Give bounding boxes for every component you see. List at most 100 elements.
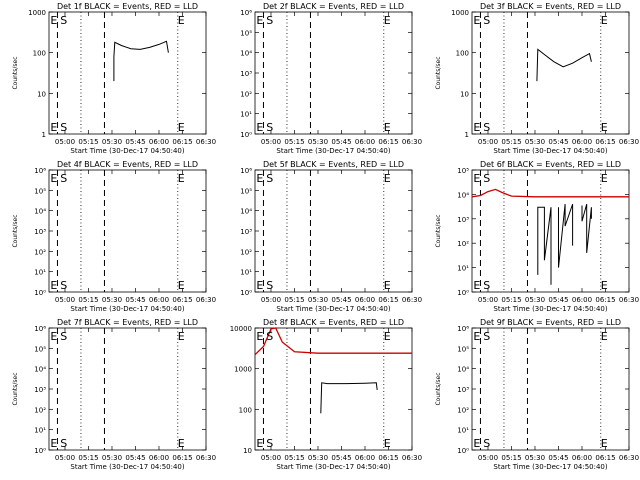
y-tick-label: 10⁶: [240, 9, 252, 17]
x-tick-label: 05:30: [102, 138, 122, 146]
series-line: [471, 188, 629, 198]
y-tick-label: 10²: [34, 248, 46, 256]
plot-frame: [254, 11, 413, 135]
y-tick-label: 10⁵: [240, 29, 252, 37]
event-marker-s: S: [483, 172, 490, 185]
x-tick-label: 05:15: [501, 454, 521, 462]
y-tick-label: 10⁵: [34, 187, 46, 195]
event-marker-s: S: [483, 14, 490, 27]
y-axis-label: Counts/sec: [435, 56, 442, 89]
y-tick-label: 10⁰: [34, 289, 46, 297]
event-marker-e: E: [384, 121, 391, 134]
series-line: [113, 40, 169, 82]
chart-title: Det 1f BLACK = Events, RED = LLD: [57, 2, 198, 11]
y-tick-label: 10²: [457, 240, 469, 248]
y-tick-label: 10²: [240, 90, 252, 98]
series-line: [537, 206, 552, 285]
y-tick-label: 10²: [457, 406, 469, 414]
x-tick-label: 06:15: [378, 296, 398, 304]
y-tick-label: 10⁶: [457, 325, 469, 333]
x-tick-label: 05:15: [501, 138, 521, 146]
series-line: [558, 203, 574, 268]
event-marker-e: E: [50, 14, 57, 27]
event-marker-s: S: [60, 172, 67, 185]
chart-panel: Det 9f BLACK = Events, RED = LLD 10⁶ 10⁵ 10…: [435, 318, 639, 471]
event-marker-s: S: [266, 121, 273, 134]
x-tick-label: 05:00: [55, 454, 75, 462]
event-marker-e: E: [601, 172, 608, 185]
x-tick-label: 06:30: [619, 296, 639, 304]
y-axis-label: Counts/sec: [435, 372, 442, 405]
chart-panel: Det 6f BLACK = Events, RED = LLD 10⁵ 10⁴ 10…: [435, 160, 639, 313]
event-marker-e: E: [178, 172, 185, 185]
y-axis-label: Counts/sec: [435, 214, 442, 247]
y-tick-label: 10¹: [240, 269, 252, 277]
y-tick-label: 10⁶: [240, 167, 252, 175]
y-tick-label: 10³: [240, 70, 252, 78]
x-tick-label: 05:30: [308, 138, 328, 146]
x-tick-label: 05:30: [308, 454, 328, 462]
event-marker-s: S: [266, 172, 273, 185]
x-tick-label: 06:00: [572, 454, 592, 462]
y-tick-label: 10¹: [240, 111, 252, 119]
chart-title: Det 6f BLACK = Events, RED = LLD: [480, 160, 621, 169]
event-marker-e: E: [50, 172, 57, 185]
x-tick-label: 06:15: [172, 454, 192, 462]
y-tick-label: 10⁶: [34, 325, 46, 333]
event-marker-e: E: [473, 14, 480, 27]
x-axis-label: Start Time (30-Dec-17 04:50:40): [70, 147, 184, 155]
event-marker-s: S: [483, 437, 490, 450]
x-tick-label: 06:30: [402, 454, 422, 462]
chart-panel: Det 4f BLACK = Events, RED = LLD 10⁶ 10⁵ 10…: [12, 160, 216, 313]
x-tick-label: 05:15: [284, 296, 304, 304]
x-axis-label: Start Time (30-Dec-17 04:50:40): [493, 463, 607, 471]
x-tick-label: 06:00: [572, 138, 592, 146]
y-tick-label: 10⁴: [34, 366, 46, 374]
plot-frame: [48, 11, 207, 135]
series-line: [536, 48, 592, 82]
y-tick-label: 10⁵: [457, 345, 469, 353]
plot-frame: [48, 169, 207, 293]
event-marker-e: E: [256, 14, 263, 27]
event-marker-e: E: [178, 330, 185, 343]
event-marker-e: E: [473, 330, 480, 343]
y-tick-label: 1: [42, 131, 46, 139]
plot-frame: [48, 327, 207, 451]
x-tick-label: 06:15: [595, 296, 615, 304]
y-tick-label: 10: [460, 90, 469, 98]
plot-frame: [254, 327, 413, 451]
x-tick-label: 06:00: [149, 296, 169, 304]
x-tick-label: 05:15: [284, 138, 304, 146]
y-tick-label: 10³: [240, 228, 252, 236]
x-tick-label: 06:30: [196, 296, 216, 304]
chart-panel: Det 1f BLACK = Events, RED = LLD 1000 100 1…: [12, 2, 216, 155]
event-marker-e: E: [601, 121, 608, 134]
chart-title: Det 3f BLACK = Events, RED = LLD: [480, 2, 621, 11]
y-tick-label: 10000: [230, 325, 252, 333]
event-marker-e: E: [384, 14, 391, 27]
x-axis-label: Start Time (30-Dec-17 04:50:40): [276, 147, 390, 155]
x-tick-label: 05:15: [78, 138, 98, 146]
x-tick-label: 05:00: [478, 296, 498, 304]
chart-panel: Det 8f BLACK = Events, RED = LLD10000100…: [230, 318, 422, 471]
event-marker-s: S: [60, 279, 67, 292]
x-axis-label: Start Time (30-Dec-17 04:50:40): [493, 305, 607, 313]
x-tick-label: 06:15: [378, 454, 398, 462]
x-tick-label: 06:30: [196, 454, 216, 462]
y-tick-label: 1000: [28, 9, 46, 17]
x-axis-label: Start Time (30-Dec-17 04:50:40): [276, 463, 390, 471]
y-tick-label: 10⁴: [34, 208, 46, 216]
y-tick-label: 10⁰: [457, 447, 469, 455]
event-marker-e: E: [50, 121, 57, 134]
plot-frame: [254, 169, 413, 293]
event-marker-e: E: [384, 437, 391, 450]
x-tick-label: 05:00: [55, 296, 75, 304]
event-marker-s: S: [60, 14, 67, 27]
event-marker-e: E: [384, 330, 391, 343]
event-marker-s: S: [483, 279, 490, 292]
y-tick-label: 10⁴: [240, 50, 252, 58]
x-tick-label: 06:30: [619, 454, 639, 462]
x-tick-label: 06:00: [355, 138, 375, 146]
plot-frame: [471, 11, 630, 135]
y-tick-label: 10³: [457, 386, 469, 394]
